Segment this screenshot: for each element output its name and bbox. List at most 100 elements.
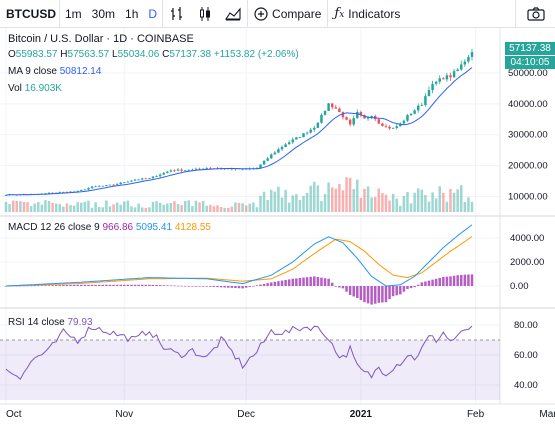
macd-histogram-bar — [313, 276, 316, 286]
volume-bar — [345, 177, 348, 212]
macd-histogram-bar — [212, 286, 216, 287]
volume-bar — [438, 186, 441, 212]
candle-body — [194, 168, 198, 170]
candle-body — [460, 64, 463, 70]
macd-histogram-bar — [449, 276, 452, 286]
price-tick-label: 20000.00 — [508, 161, 548, 172]
volume-bar — [97, 206, 101, 212]
volume-bar — [201, 201, 205, 212]
macd-histogram-bar — [87, 284, 90, 286]
macd-histogram-bar — [334, 286, 338, 287]
chart-canvas[interactable]: 10000.00 20000.00 30000.00 40000.00 50000.00… — [0, 28, 555, 424]
macd-histogram-bar — [452, 275, 456, 286]
volume-bar — [427, 201, 431, 212]
volume-bar — [198, 202, 201, 212]
interval-30m[interactable]: 30m — [91, 6, 116, 21]
macd-histogram-bar — [248, 286, 251, 287]
macd-histogram-bar — [409, 286, 413, 289]
macd-histogram-bar — [384, 286, 388, 303]
volume-bar — [223, 207, 226, 212]
volume-bar — [338, 183, 341, 212]
macd-histogram-bar — [273, 281, 277, 286]
macd-histogram-bar — [173, 285, 176, 287]
candle-body — [209, 167, 212, 169]
macd-histogram-bar — [395, 286, 398, 296]
volume-bar — [320, 201, 323, 212]
candle-body — [427, 90, 431, 97]
symbol-search[interactable]: BTCUSD — [0, 0, 60, 28]
indicators-button[interactable]: ƒx Indicators — [328, 0, 406, 28]
volume-bar — [259, 195, 262, 212]
candle-body — [334, 107, 338, 109]
candle-body — [115, 184, 119, 185]
macd-histogram-bar — [94, 284, 97, 286]
volume-bar — [205, 205, 208, 212]
macd-legend[interactable]: MACD 12 26 close 9 966.86 5095.41 4128.5… — [8, 222, 211, 233]
close-value: 57137.38 — [169, 49, 212, 60]
volume-bar — [51, 202, 54, 212]
plus-circle-icon — [254, 6, 268, 21]
volume-bar — [162, 204, 165, 212]
interval-1h[interactable]: 1h — [125, 6, 139, 21]
toolbar-divider — [162, 0, 164, 28]
macd-histogram-bar — [277, 281, 280, 286]
ma-line — [5, 67, 473, 196]
macd-histogram-bar — [83, 284, 87, 286]
low-value: 55034.06 — [117, 49, 160, 60]
candle-body — [384, 125, 388, 127]
macd-histogram-bar — [431, 279, 434, 286]
candle-body — [313, 127, 316, 130]
candles-icon[interactable] — [191, 0, 219, 28]
volume-bar — [413, 192, 416, 212]
macd-histogram-bar — [54, 285, 58, 286]
candle-body — [112, 184, 115, 186]
volume-bar — [33, 203, 36, 212]
rsi-legend[interactable]: RSI 14 close 79.93 — [8, 317, 93, 328]
rsi-value: 79.93 — [67, 317, 93, 328]
volume-bar — [391, 193, 395, 212]
ma-9-line — [5, 67, 473, 196]
screenshot-button[interactable] — [515, 0, 555, 28]
compare-button[interactable]: Compare — [248, 0, 327, 28]
rsi-band-fill — [0, 340, 500, 400]
macd-histogram-bar — [133, 284, 137, 286]
volume-bar — [180, 205, 183, 212]
volume-bar — [252, 202, 255, 212]
volume-bar — [44, 200, 47, 212]
macd-histogram-bar — [381, 286, 384, 303]
volume-bar — [309, 185, 312, 212]
macd-histogram-bar — [108, 284, 112, 286]
candle-body — [51, 192, 54, 194]
interval-1m[interactable]: 1m — [65, 6, 82, 21]
volume-bar — [470, 201, 474, 212]
macd-histogram-bar — [15, 285, 18, 287]
macd-histogram-bar — [148, 284, 151, 286]
volume-legend[interactable]: Vol 16.903K — [8, 83, 62, 94]
macd-histogram-bar — [259, 284, 262, 286]
macd-histogram-bar — [209, 286, 212, 287]
macd-histogram-bar — [402, 286, 406, 292]
candle-body — [126, 181, 130, 183]
ma-legend[interactable]: MA 9 close 50812.14 — [8, 66, 102, 77]
macd-histogram-bar — [33, 285, 36, 287]
macd-histogram-bar — [44, 285, 47, 286]
volume-bar — [305, 192, 309, 212]
macd-histogram-bar — [130, 284, 133, 286]
volume-value: 16.903K — [24, 83, 62, 94]
volume-bar — [40, 204, 44, 212]
area-style-icon[interactable] — [219, 0, 247, 28]
candle-body — [62, 191, 65, 193]
volume-bar — [119, 204, 122, 212]
macd-histogram-bar — [76, 284, 79, 286]
macd-histogram-bar — [201, 286, 205, 287]
interval-d[interactable]: D — [148, 6, 158, 21]
candle-body — [133, 179, 137, 181]
macd-histogram-bar — [37, 285, 40, 287]
macd-histogram-bar — [391, 286, 395, 297]
macd-histogram-bar — [72, 284, 76, 286]
candle-body — [187, 170, 191, 172]
macd-histogram-bar — [205, 286, 208, 287]
bar-style-icon[interactable] — [163, 0, 191, 28]
volume-bar — [65, 203, 69, 212]
macd-histogram-bar — [155, 285, 158, 286]
